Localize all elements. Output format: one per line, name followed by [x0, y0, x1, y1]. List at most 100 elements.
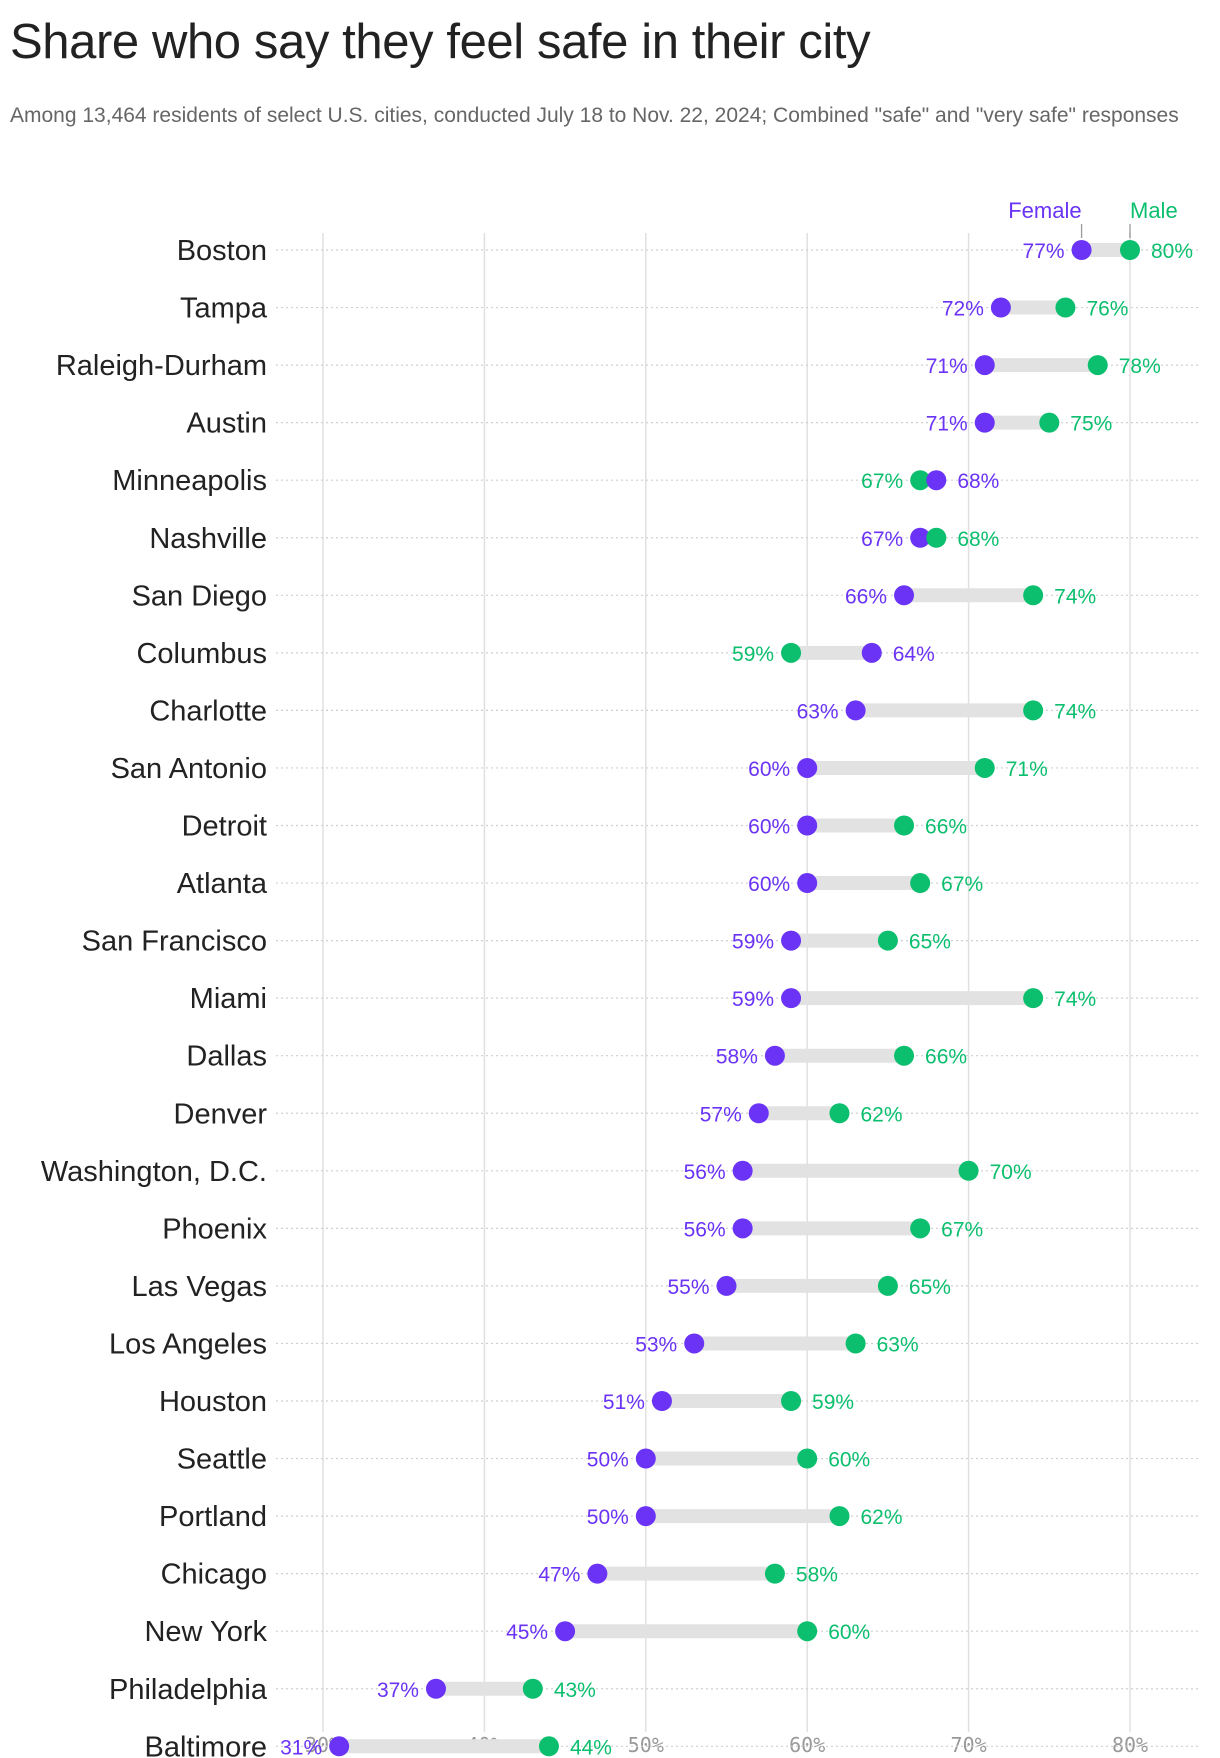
legend-male-label: Male: [1130, 198, 1178, 223]
female-value-label: 66%: [845, 585, 887, 608]
male-point: [958, 1160, 979, 1181]
male-value-label: 60%: [828, 1449, 870, 1472]
female-point: [555, 1621, 576, 1642]
female-value-label: 57%: [700, 1103, 742, 1126]
male-point: [538, 1736, 559, 1757]
male-point: [1087, 355, 1108, 376]
male-value-label: 70%: [990, 1161, 1032, 1184]
female-value-label: 60%: [748, 873, 790, 896]
female-value-label: 51%: [603, 1391, 645, 1414]
male-value-label: 66%: [925, 816, 967, 839]
female-point: [797, 815, 818, 836]
x-tick-label: 50%: [628, 1733, 664, 1757]
male-point: [894, 815, 915, 836]
female-value-label: 47%: [538, 1564, 580, 1587]
female-point: [587, 1563, 608, 1584]
male-point: [845, 1333, 866, 1354]
city-label: San Francisco: [82, 926, 267, 958]
male-value-label: 71%: [1006, 758, 1048, 781]
male-value-label: 67%: [861, 470, 903, 493]
male-value-label: 76%: [1086, 298, 1128, 321]
female-point: [732, 1160, 753, 1181]
x-tick-label: 60%: [789, 1733, 825, 1757]
female-point: [845, 700, 866, 721]
female-point: [1071, 240, 1092, 260]
female-point: [635, 1448, 656, 1469]
female-value-label: 56%: [684, 1218, 726, 1241]
city-label: Atlanta: [177, 868, 268, 900]
male-value-label: 68%: [957, 528, 999, 551]
female-value-label: 45%: [506, 1621, 548, 1644]
female-point: [651, 1391, 672, 1411]
city-label: Chicago: [161, 1559, 267, 1591]
male-point: [910, 873, 931, 894]
male-point: [1039, 412, 1060, 433]
city-label: Denver: [174, 1098, 268, 1130]
female-value-label: 53%: [635, 1333, 677, 1356]
female-value-label: 50%: [587, 1449, 629, 1472]
female-point: [861, 642, 882, 663]
female-point: [926, 470, 947, 491]
male-value-label: 62%: [860, 1103, 902, 1126]
male-value-label: 58%: [796, 1564, 838, 1587]
male-point: [829, 1103, 850, 1124]
male-point: [894, 1045, 915, 1066]
city-label: Raleigh-Durham: [56, 350, 267, 382]
female-value-label: 68%: [957, 470, 999, 493]
city-label: Columbus: [136, 638, 267, 670]
male-value-label: 62%: [860, 1506, 902, 1529]
city-label: New York: [144, 1616, 267, 1648]
male-point: [1055, 297, 1076, 318]
male-point: [1023, 988, 1044, 1009]
male-point: [1023, 585, 1044, 606]
male-value-label: 75%: [1070, 413, 1112, 436]
city-label: Portland: [159, 1501, 267, 1533]
male-point: [1120, 240, 1140, 260]
male-point: [926, 527, 947, 548]
female-point: [910, 527, 931, 548]
male-point: [797, 1448, 818, 1469]
city-label: Philadelphia: [109, 1674, 268, 1706]
female-value-label: 64%: [893, 643, 935, 666]
female-point: [894, 585, 915, 606]
female-point: [797, 873, 818, 894]
male-point: [781, 642, 802, 663]
male-point: [781, 1391, 802, 1411]
male-point: [877, 930, 898, 951]
female-point: [425, 1678, 446, 1699]
male-value-label: 74%: [1054, 700, 1096, 723]
city-label: Tampa: [180, 293, 268, 325]
male-value-label: 78%: [1119, 355, 1161, 378]
female-value-label: 50%: [587, 1506, 629, 1529]
male-point: [877, 1275, 898, 1296]
city-label: San Diego: [132, 580, 267, 612]
female-point: [329, 1736, 350, 1757]
city-label: Boston: [177, 235, 267, 267]
female-value-label: 60%: [748, 816, 790, 839]
female-value-label: 59%: [732, 931, 774, 954]
city-label: Minneapolis: [112, 465, 267, 497]
female-value-label: 71%: [926, 355, 968, 378]
male-value-label: 74%: [1054, 585, 1096, 608]
city-label: Phoenix: [162, 1213, 267, 1245]
female-value-label: 71%: [926, 413, 968, 436]
female-point: [974, 355, 995, 376]
male-value-label: 59%: [732, 643, 774, 666]
female-value-label: 58%: [716, 1046, 758, 1069]
male-value-label: 44%: [570, 1736, 612, 1758]
male-point: [764, 1563, 785, 1584]
female-point: [990, 297, 1011, 318]
female-value-label: 56%: [684, 1161, 726, 1184]
female-point: [716, 1275, 737, 1296]
city-label: San Antonio: [111, 753, 267, 785]
female-value-label: 55%: [667, 1276, 709, 1299]
female-value-label: 77%: [1023, 240, 1065, 263]
male-point: [1023, 700, 1044, 721]
male-value-label: 63%: [877, 1333, 919, 1356]
male-point: [797, 1621, 818, 1642]
x-tick-label: 80%: [1112, 1733, 1148, 1757]
male-point: [910, 470, 931, 491]
female-point: [732, 1218, 753, 1239]
city-label: Austin: [186, 408, 267, 440]
